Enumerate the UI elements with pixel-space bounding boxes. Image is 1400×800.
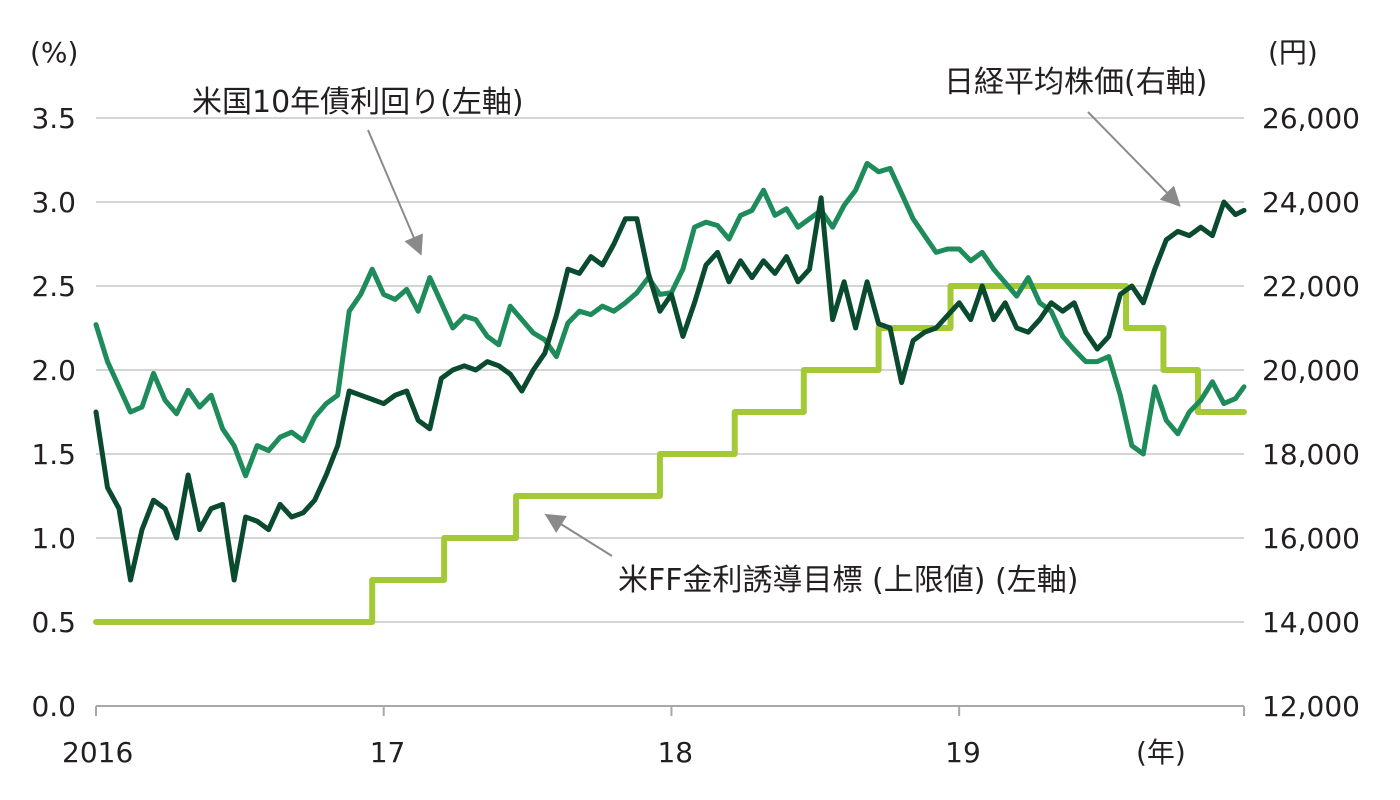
right-tick-label: 22,000 <box>1262 270 1360 303</box>
left-tick-label: 2.0 <box>31 354 76 387</box>
left-tick-label: 3.5 <box>31 102 76 135</box>
right-axis-unit: (円) <box>1268 36 1318 69</box>
right-tick-label: 20,000 <box>1262 354 1360 387</box>
right-tick-label: 16,000 <box>1262 522 1360 555</box>
annotation-us-10y-arrow <box>367 129 423 256</box>
annotation-nikkei: 日経平均株価(右軸) <box>944 65 1207 100</box>
right-tick-label: 18,000 <box>1262 438 1360 471</box>
series-line-2 <box>93 283 1247 625</box>
annotation-us-10y: 米国10年債利回り(左軸) <box>192 85 524 120</box>
series-line-1 <box>93 195 1247 583</box>
annotation-ff-rate: 米FF金利誘導目標 (上限値) (左軸) <box>618 563 1078 598</box>
tick-labels: 0.0 0.5 1.0 1.5 2.0 2.5 3.0 3.5 12,000 14,000 16,0… <box>31 102 1360 769</box>
left-tick-label: 0.0 <box>31 690 76 723</box>
series <box>93 160 1247 625</box>
left-tick-label: 2.5 <box>31 270 76 303</box>
left-tick-label: 1.0 <box>31 522 76 555</box>
left-tick-label: 3.0 <box>31 186 76 219</box>
left-tick-label: 0.5 <box>31 606 76 639</box>
right-tick-label: 12,000 <box>1262 690 1360 723</box>
annotations: 米国10年債利回り(左軸) 日経平均株価(右軸) 米FF金利誘導目標 (上限値)… <box>192 65 1207 598</box>
right-tick-label: 26,000 <box>1262 102 1360 135</box>
annotation-ff-rate-arrow <box>544 513 613 557</box>
grid <box>96 117 1244 623</box>
x-tick-label: 2016 <box>62 736 133 769</box>
right-tick-label: 24,000 <box>1262 186 1360 219</box>
series-line-0 <box>93 160 1247 479</box>
x-axis-unit: (年) <box>1136 736 1186 769</box>
right-tick-label: 14,000 <box>1262 606 1360 639</box>
annotation-nikkei-arrow <box>1087 111 1181 207</box>
left-axis-unit: (%) <box>30 36 78 69</box>
left-tick-label: 1.5 <box>31 438 76 471</box>
x-tick-label: 18 <box>657 736 693 769</box>
x-tick-label: 17 <box>370 736 406 769</box>
x-tick-label: 19 <box>945 736 981 769</box>
